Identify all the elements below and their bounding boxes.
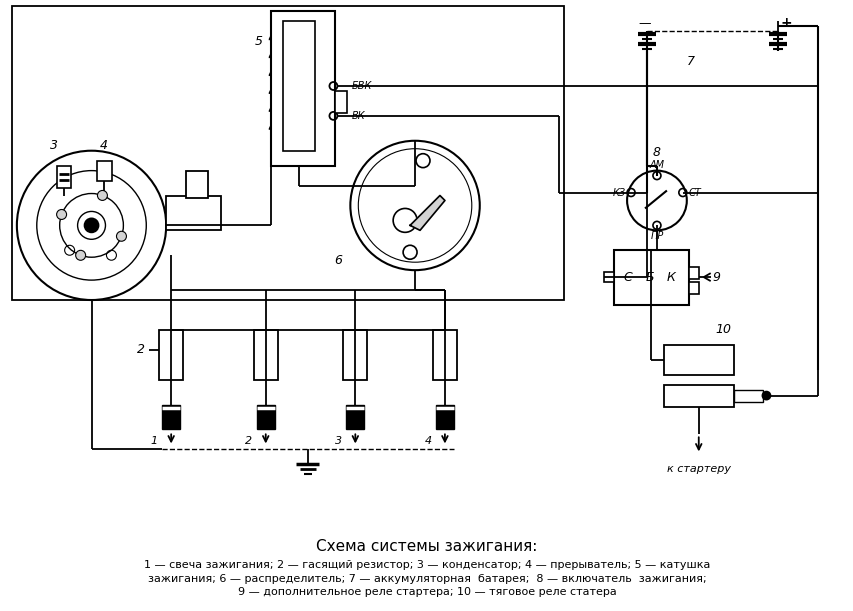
Text: Схема системы зажигания:: Схема системы зажигания: [316,540,537,554]
Text: 5: 5 [254,35,263,48]
Text: зажигания; 6 — распределитель; 7 — аккумуляторная  батарея;  8 — включатель  заж: зажигания; 6 — распределитель; 7 — аккум… [148,574,705,584]
Text: —: — [638,16,651,30]
Bar [56,166,71,188]
Text: 4: 4 [424,436,431,447]
Text: 1: 1 [150,436,158,447]
Text: К: К [665,271,675,284]
Text: 3: 3 [49,139,58,152]
Text: КЗ: КЗ [612,188,625,197]
Text: к стартеру: к стартеру [666,464,730,474]
Text: 4: 4 [99,139,107,152]
Text: 7: 7 [686,54,694,68]
Bar [12,6,564,300]
Bar [343,330,367,379]
Text: СТ: СТ [688,188,700,197]
Bar [613,251,688,305]
Bar [253,330,277,379]
Text: ПР: ПР [650,232,663,241]
Circle shape [97,191,107,200]
Text: 9 — дополнительное реле стартера; 10 — тяговое реле статера: 9 — дополнительное реле стартера; 10 — т… [237,587,616,597]
Bar [186,170,208,199]
Bar [733,390,763,401]
Bar [432,330,456,379]
Text: 8: 8 [653,146,660,159]
Circle shape [76,251,85,260]
Polygon shape [409,196,444,230]
Bar [162,404,180,430]
Circle shape [116,232,126,241]
Text: Б: Б [645,271,653,284]
Text: +: + [780,16,792,31]
Bar [96,161,113,181]
Bar [688,267,698,279]
Bar [335,91,347,113]
Bar [663,345,733,375]
Text: С: С [623,271,632,284]
Bar [257,404,275,430]
Bar [688,282,698,294]
Text: АМ: АМ [648,159,664,170]
Bar [435,404,453,430]
Text: 9: 9 [712,271,720,284]
Text: БВК: БВК [351,81,371,91]
Bar [282,21,314,151]
Bar [166,196,221,230]
Circle shape [84,218,98,232]
Bar [663,385,733,406]
Bar [603,272,613,282]
Text: 1 — свеча зажигания; 2 — гасящий резистор; 3 — конденсатор; 4 — прерыватель; 5 —: 1 — свеча зажигания; 2 — гасящий резисто… [143,560,710,570]
Bar [159,330,183,379]
Text: ВК: ВК [351,111,364,121]
Circle shape [56,210,67,219]
Text: 2: 2 [137,343,145,356]
Bar [346,404,364,430]
Text: 2: 2 [245,436,252,447]
Text: 3: 3 [334,436,341,447]
Text: 10: 10 [715,323,731,337]
Bar [270,12,335,166]
Text: 6: 6 [334,254,342,267]
Circle shape [762,392,769,400]
